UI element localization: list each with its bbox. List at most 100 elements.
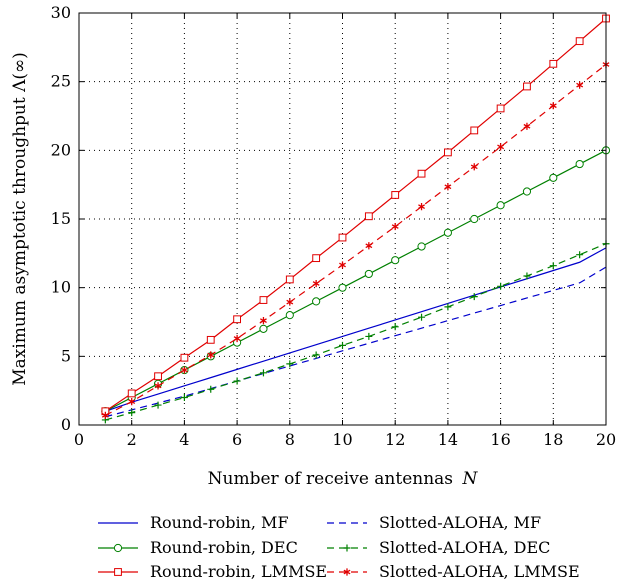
data-point [470, 163, 478, 171]
data-point [549, 102, 557, 110]
legend-entry: Slotted-ALOHA, LMMSE [327, 562, 580, 581]
legend-label: Round-robin, DEC [150, 538, 298, 557]
legend-marker [343, 544, 351, 552]
data-point [417, 169, 426, 178]
legend-entry: Slotted-ALOHA, MF [327, 513, 541, 532]
x-axis-label-text: Number of receive antennas [208, 469, 453, 489]
y-tick-label: 20 [51, 140, 71, 159]
y-tick-label: 25 [51, 72, 71, 91]
grid-lines [79, 13, 606, 425]
x-axis-label: Number of receive antennas N [208, 469, 479, 489]
data-point [260, 317, 267, 325]
data-point [576, 251, 584, 259]
data-point [496, 104, 505, 113]
data-point [444, 303, 452, 311]
data-point [312, 351, 320, 359]
y-tick-label: 5 [61, 346, 71, 365]
data-point [391, 323, 399, 331]
legend-label: Round-robin, LMMSE [150, 562, 327, 581]
series-3 [101, 240, 610, 424]
x-tick-label: 0 [74, 430, 84, 449]
legend-entry: Round-robin, LMMSE [98, 562, 327, 581]
legend-label: Slotted-ALOHA, LMMSE [379, 562, 580, 581]
axis-ticks: 0 2 4 6 8 10 12 14 16 18 20 0 5 10 15 20 25 30 [51, 3, 617, 449]
data-point [470, 293, 478, 301]
x-tick-label: 12 [385, 430, 405, 449]
legend-entry: Slotted-ALOHA, DEC [327, 538, 550, 557]
plot-series [101, 14, 611, 424]
data-point [312, 297, 321, 306]
data-point [233, 334, 241, 343]
data-point [180, 366, 188, 374]
x-tick-label: 4 [179, 430, 189, 449]
data-point [470, 214, 479, 224]
data-point [180, 394, 188, 402]
data-point [207, 351, 215, 359]
legend-label: Round-robin, MF [150, 513, 289, 532]
legend-label: Slotted-ALOHA, DEC [379, 538, 550, 557]
series-1 [105, 266, 607, 418]
data-point [233, 377, 241, 385]
legend-entry: Round-robin, DEC [98, 538, 298, 557]
series-line [105, 243, 607, 421]
data-point [418, 313, 426, 321]
x-tick-label: 20 [596, 430, 616, 449]
series-line [105, 266, 607, 418]
data-point [497, 143, 505, 151]
data-point [549, 173, 558, 182]
x-tick-label: 10 [332, 430, 352, 449]
data-point [365, 242, 373, 250]
series-0 [105, 247, 607, 412]
series-2 [101, 146, 611, 416]
x-tick-label: 14 [438, 430, 458, 449]
data-point [364, 269, 373, 279]
y-tick-label: 10 [51, 278, 71, 297]
data-point [364, 212, 373, 221]
data-point [575, 159, 584, 169]
x-tick-label: 18 [543, 430, 563, 449]
data-point [286, 360, 294, 368]
x-tick-label: 8 [285, 430, 295, 449]
data-point [523, 272, 531, 280]
data-point [127, 389, 136, 398]
data-point [286, 298, 294, 306]
data-point [259, 369, 267, 377]
data-point [549, 262, 557, 270]
data-point [285, 311, 294, 320]
data-point [154, 401, 162, 409]
data-point [338, 233, 347, 242]
data-point [233, 315, 241, 324]
data-point [259, 324, 268, 333]
data-point [154, 382, 162, 390]
y-tick-label: 15 [51, 209, 71, 228]
data-point [497, 282, 505, 290]
legend: Round-robin, MF Slotted-ALOHA, MF Round-ro… [98, 513, 580, 581]
data-point [496, 201, 505, 210]
data-point [417, 242, 426, 251]
legend-marker [343, 568, 351, 576]
legend-entry: Round-robin, MF [98, 513, 289, 532]
data-point [444, 148, 452, 157]
series-line [105, 247, 607, 412]
data-point [575, 37, 584, 46]
y-axis-label: Maximum asymptotic throughput Λ(∞) [10, 52, 30, 386]
x-tick-label: 6 [232, 430, 242, 449]
x-axis-label-symbol: N [461, 469, 478, 489]
data-point [312, 254, 321, 263]
data-point [522, 187, 532, 196]
data-point [312, 279, 320, 288]
data-point [206, 335, 215, 344]
data-point [338, 283, 347, 292]
data-point [128, 398, 136, 406]
data-point [549, 59, 558, 68]
data-point [576, 81, 584, 89]
x-tick-label: 2 [127, 430, 137, 449]
y-tick-label: 0 [61, 415, 71, 434]
series-5 [101, 60, 610, 419]
data-point [339, 261, 346, 269]
legend-marker [113, 543, 123, 553]
data-point [470, 126, 479, 135]
data-point [285, 275, 294, 284]
data-point [101, 411, 109, 419]
